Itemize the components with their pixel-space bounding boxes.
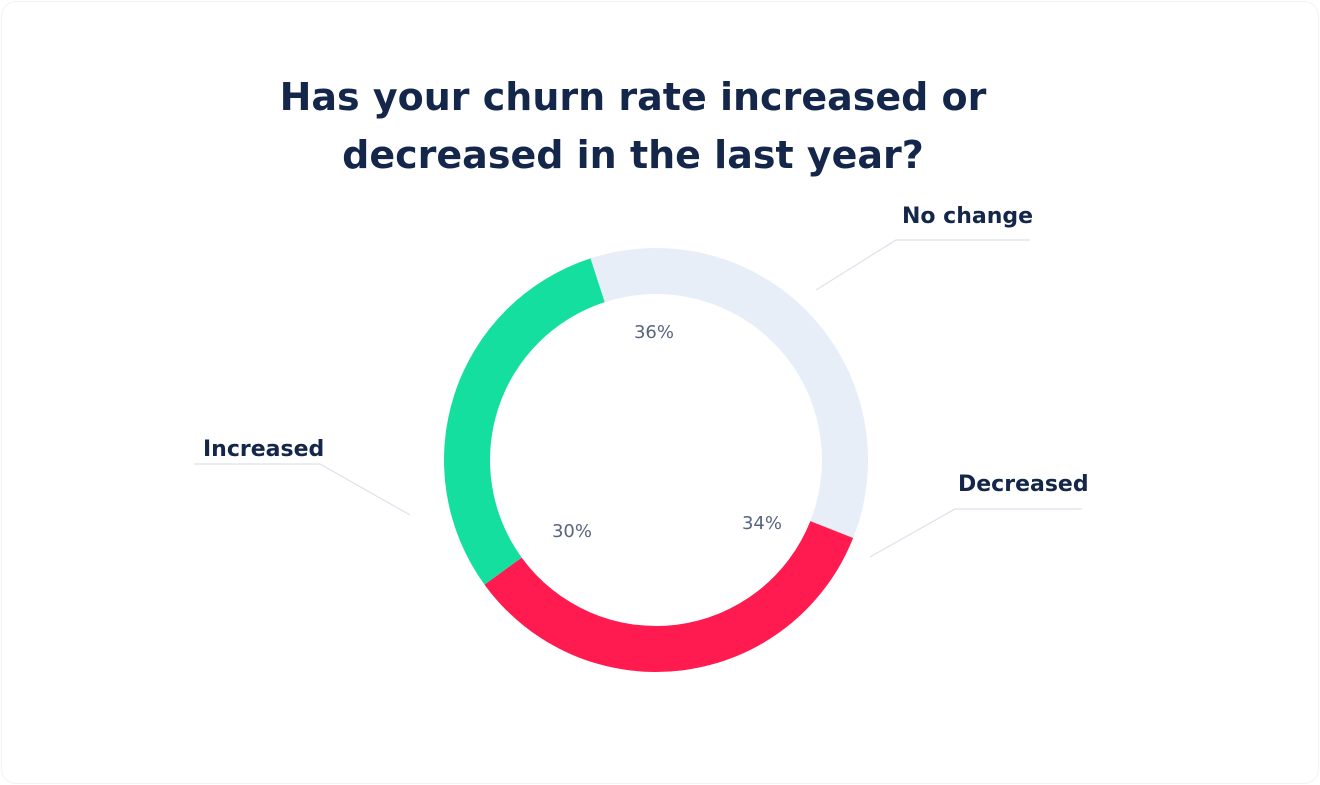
chart-title-line-1: Has your churn rate increased or — [279, 75, 987, 119]
callout-no-change: No change — [815, 204, 1033, 291]
chart-title: Has your churn rate increased or decreas… — [2, 68, 1264, 184]
value-label-no-change: 36% — [634, 322, 674, 343]
leader-line-increased — [194, 463, 411, 516]
legend-label-no-change: No change — [902, 204, 1033, 229]
chart-title-line-2: decreased in the last year? — [342, 133, 924, 177]
value-label-decreased: 34% — [742, 513, 782, 534]
donut-slices — [444, 247, 868, 673]
slice-no-change — [590, 247, 868, 539]
callout-increased: Increased — [194, 437, 411, 516]
legend-label-decreased: Decreased — [958, 472, 1089, 497]
leader-line-decreased — [869, 508, 1082, 558]
legend-label-increased: Increased — [203, 437, 324, 462]
leader-line-no-change — [815, 239, 1030, 291]
callout-decreased: Decreased — [869, 472, 1089, 558]
value-label-increased: 30% — [552, 521, 592, 542]
slice-decreased — [484, 521, 854, 673]
slice-increased — [444, 258, 605, 585]
